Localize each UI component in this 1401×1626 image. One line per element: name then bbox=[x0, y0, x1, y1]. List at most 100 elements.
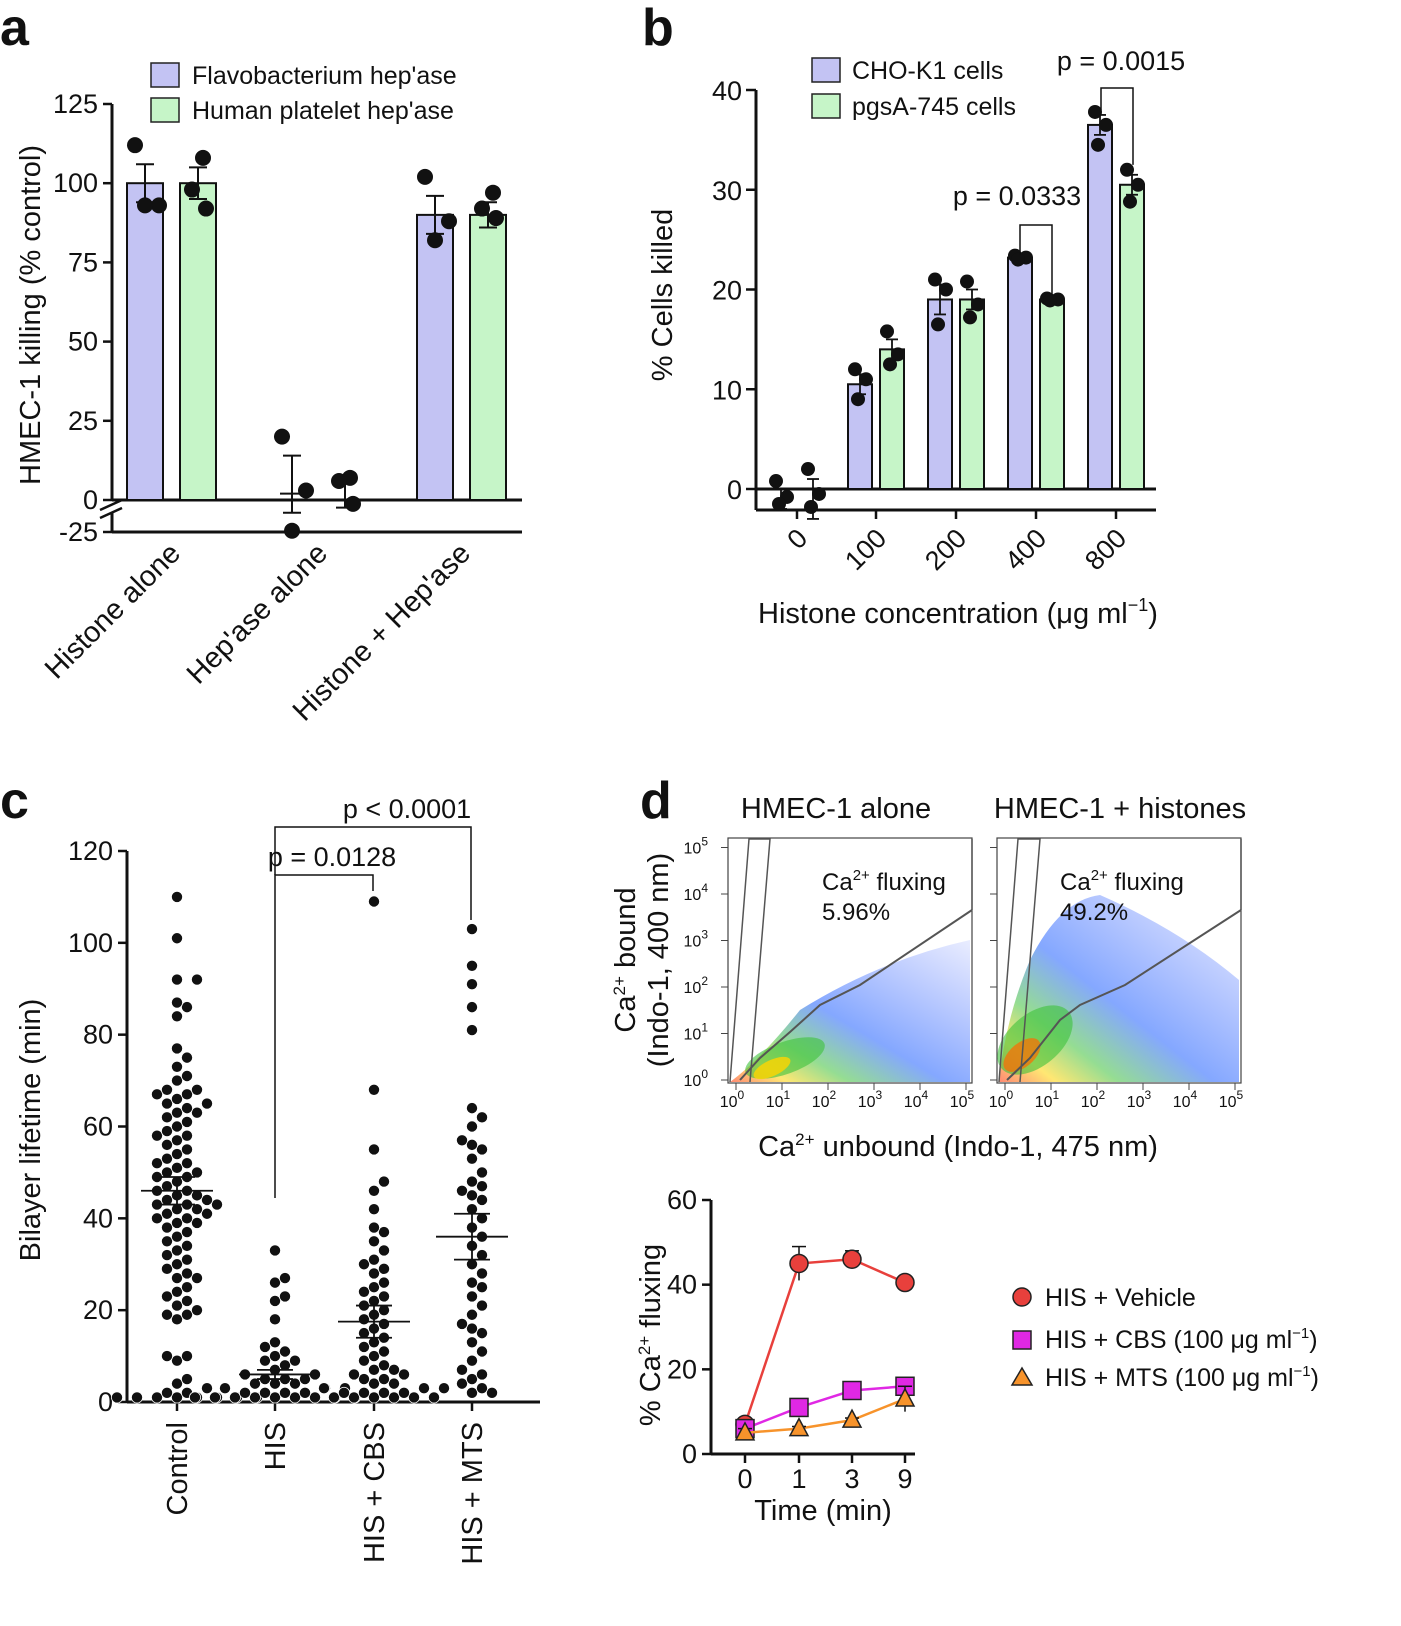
c-dot bbox=[160, 1180, 173, 1193]
flow-percent-histones: 49.2% bbox=[1060, 899, 1128, 926]
c-dot bbox=[180, 1350, 193, 1363]
c-dot bbox=[367, 1143, 380, 1156]
b-xtick-label: 200 bbox=[919, 523, 972, 576]
d-xtick-label: 0 bbox=[737, 1464, 752, 1494]
flow-xtick-label: 103 bbox=[1127, 1088, 1152, 1111]
c-ytick-label: 120 bbox=[68, 836, 113, 866]
c-dot bbox=[200, 1193, 213, 1206]
legend-label-mts: HIS + MTS (100 μg ml−1) bbox=[1045, 1363, 1319, 1392]
a-ytick-label: -25 bbox=[59, 517, 98, 547]
c-dot bbox=[475, 1212, 488, 1225]
b-dot bbox=[1088, 104, 1102, 119]
legend-label-human-platelet: Human platelet hep'ase bbox=[192, 97, 454, 125]
c-dot bbox=[475, 1180, 488, 1193]
c-dot bbox=[465, 1175, 478, 1188]
c-dot bbox=[190, 1216, 203, 1229]
b-dot bbox=[928, 272, 942, 287]
c-dot bbox=[367, 1083, 380, 1096]
c-dot bbox=[475, 1299, 488, 1312]
c-dot bbox=[367, 1253, 380, 1266]
b-dot bbox=[1011, 252, 1025, 267]
c-dot bbox=[248, 1391, 261, 1404]
c-dot bbox=[465, 1354, 478, 1367]
c-dot bbox=[268, 1244, 281, 1257]
d-ytick-label: 40 bbox=[667, 1270, 697, 1300]
c-dot bbox=[170, 1074, 183, 1087]
panel-b-ylabel: % Cells killed bbox=[647, 209, 679, 381]
c-ytick-label: 100 bbox=[68, 928, 113, 958]
c-dot bbox=[170, 973, 183, 986]
c-dot bbox=[170, 1354, 183, 1367]
c-dot bbox=[160, 1249, 173, 1262]
c-ytick-label: 40 bbox=[83, 1203, 113, 1233]
c-dot bbox=[180, 1239, 193, 1252]
c-dot bbox=[308, 1368, 321, 1381]
b-dot bbox=[848, 362, 862, 377]
c-dot bbox=[160, 1111, 173, 1124]
c-dot bbox=[188, 1391, 201, 1404]
c-dot bbox=[170, 932, 183, 945]
c-dot bbox=[180, 1253, 193, 1266]
c-dot bbox=[160, 1125, 173, 1138]
panel-c-label: c bbox=[0, 772, 29, 830]
d-series-line bbox=[744, 1397, 906, 1435]
b-xtick-label: 100 bbox=[839, 523, 892, 576]
c-dot bbox=[465, 1024, 478, 1037]
c-dot bbox=[180, 1212, 193, 1225]
d-point bbox=[734, 1421, 756, 1441]
flow-percent-alone: 5.96% bbox=[822, 899, 890, 926]
c-dot bbox=[150, 1088, 163, 1101]
flow-ylabel-line2: (Indo-1, 400 nm) bbox=[643, 853, 675, 1067]
a-xtick-label: Histone alone bbox=[39, 537, 187, 685]
c-dot bbox=[397, 1368, 410, 1381]
c-dot bbox=[455, 1363, 468, 1376]
c-dot bbox=[200, 1382, 213, 1395]
a-dot bbox=[151, 197, 167, 214]
c-dot bbox=[160, 1386, 173, 1399]
a-dot bbox=[274, 428, 290, 445]
c-dot bbox=[298, 1386, 311, 1399]
c-dot bbox=[387, 1391, 400, 1404]
d-ytick-label: 0 bbox=[682, 1439, 697, 1469]
c-dot bbox=[465, 1276, 478, 1289]
c-dot bbox=[455, 1377, 468, 1390]
c-dot bbox=[150, 1391, 163, 1404]
c-dot bbox=[170, 1244, 183, 1257]
c-dot bbox=[465, 1001, 478, 1014]
d-point bbox=[789, 1397, 809, 1418]
c-dot bbox=[475, 1345, 488, 1358]
a-xtick-label: Hep'ase alone bbox=[181, 537, 334, 690]
c-dot bbox=[180, 1308, 193, 1321]
c-dot bbox=[298, 1373, 311, 1386]
legend-swatch-pgsa-745 bbox=[811, 93, 841, 119]
b-xtick-label: 0 bbox=[781, 523, 813, 555]
c-dot bbox=[278, 1290, 291, 1303]
c-dot bbox=[258, 1386, 271, 1399]
flow-xtick-label: 105 bbox=[1219, 1088, 1244, 1111]
flow-xtick-label: 104 bbox=[1173, 1088, 1198, 1111]
c-dot bbox=[170, 1060, 183, 1073]
c-dot bbox=[367, 1350, 380, 1363]
flow-xtick-label: 102 bbox=[812, 1088, 837, 1111]
c-dot bbox=[377, 1373, 390, 1386]
c-dot bbox=[180, 1281, 193, 1294]
c-dot bbox=[160, 1193, 173, 1206]
c-dot bbox=[465, 1120, 478, 1133]
c-ytick-label: 80 bbox=[83, 1020, 113, 1050]
c-dot bbox=[180, 1373, 193, 1386]
c-dot bbox=[465, 1336, 478, 1349]
legend-label-cbs: HIS + CBS (100 μg ml−1) bbox=[1045, 1325, 1318, 1354]
flow-xtick-label: 100 bbox=[720, 1088, 745, 1111]
a-ytick-label: 0 bbox=[83, 485, 98, 515]
c-dot bbox=[475, 1249, 488, 1262]
a-dot bbox=[331, 472, 347, 489]
b-dot bbox=[880, 324, 894, 339]
c-dot bbox=[160, 1262, 173, 1275]
c-dot bbox=[160, 1097, 173, 1110]
c-dot bbox=[170, 1299, 183, 1312]
b-xtick-label: 400 bbox=[999, 523, 1052, 576]
c-dot bbox=[208, 1391, 221, 1404]
legend-swatch-flavobacterium bbox=[150, 62, 180, 88]
c-dot bbox=[160, 1152, 173, 1165]
